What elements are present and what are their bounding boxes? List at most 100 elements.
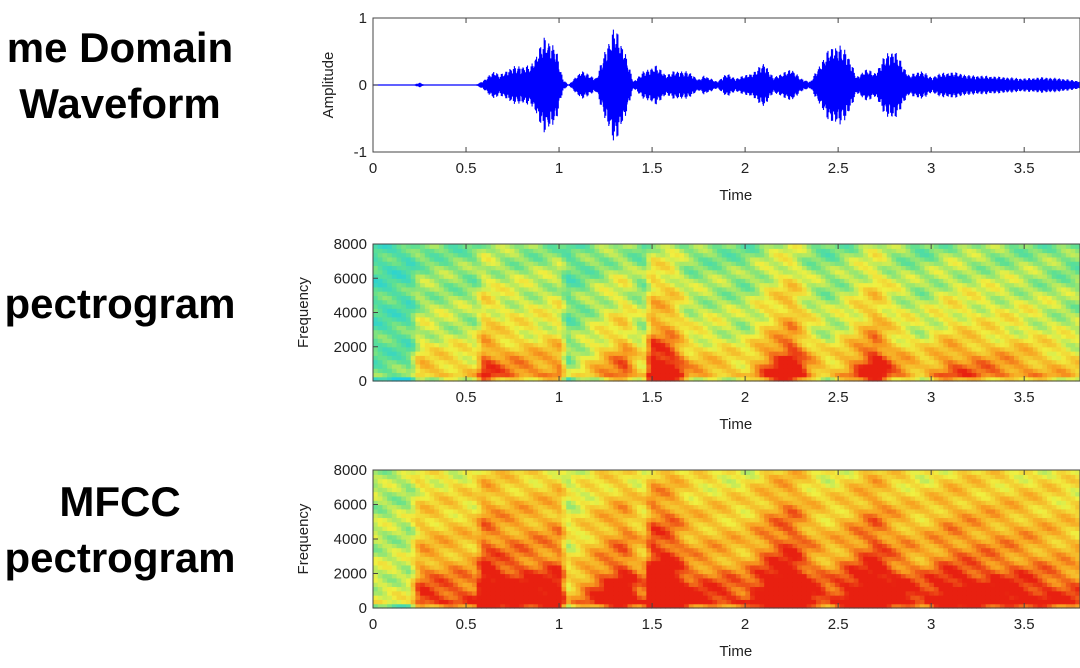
heatmap-cell bbox=[834, 368, 841, 374]
heatmap-cell bbox=[636, 308, 643, 314]
heatmap-cell bbox=[849, 265, 855, 271]
heatmap-cell bbox=[882, 295, 888, 301]
heatmap-cell bbox=[547, 269, 553, 275]
heatmap-cell bbox=[773, 295, 779, 301]
heatmap-cell bbox=[589, 363, 596, 369]
heatmap-cell bbox=[910, 316, 916, 322]
heatmap-cell bbox=[467, 299, 473, 305]
heatmap-cell bbox=[448, 303, 454, 309]
heatmap-cell bbox=[1032, 355, 1039, 361]
heatmap-cell bbox=[792, 278, 798, 284]
heatmap-cell bbox=[594, 329, 600, 335]
heatmap-cell bbox=[377, 376, 384, 382]
heatmap-cell bbox=[948, 368, 954, 374]
heatmap-cell bbox=[745, 355, 751, 361]
heatmap-cell bbox=[712, 278, 718, 284]
heatmap-cell bbox=[839, 363, 845, 369]
heatmap-cell bbox=[943, 299, 949, 305]
heatmap-cell bbox=[1042, 376, 1048, 382]
heatmap-cell bbox=[556, 329, 563, 335]
heatmap-cell bbox=[820, 248, 827, 254]
heatmap-cell bbox=[778, 363, 784, 369]
heatmap-cell bbox=[594, 282, 600, 288]
heatmap-cell bbox=[420, 256, 426, 262]
heatmap-cell bbox=[382, 346, 388, 352]
heatmap-cell bbox=[429, 372, 435, 378]
heatmap-cell bbox=[820, 325, 827, 331]
heatmap-cell bbox=[745, 282, 751, 288]
heatmap-cell bbox=[882, 346, 888, 352]
heatmap-cell bbox=[707, 368, 713, 374]
heatmap-cell bbox=[1065, 359, 1072, 365]
heatmap-cell bbox=[500, 282, 506, 288]
heatmap-cell bbox=[382, 599, 388, 605]
heatmap-cell bbox=[434, 286, 440, 292]
heatmap-cell bbox=[575, 312, 581, 318]
heatmap-cell bbox=[632, 312, 638, 318]
heatmap-cell bbox=[1018, 355, 1025, 361]
heatmap-cell bbox=[1037, 308, 1043, 314]
heatmap-cell bbox=[377, 359, 384, 365]
heatmap-cell bbox=[834, 338, 841, 344]
heatmap-cell bbox=[1028, 252, 1034, 258]
heatmap-cell bbox=[882, 256, 888, 262]
heatmap-cell bbox=[905, 329, 911, 335]
heatmap-cell bbox=[863, 363, 869, 369]
heatmap-cell bbox=[773, 312, 779, 318]
heatmap-cell bbox=[453, 321, 459, 326]
heatmap-cell bbox=[976, 376, 982, 382]
heatmap-cell bbox=[373, 491, 379, 497]
heatmap-cell bbox=[938, 329, 944, 335]
heatmap-cell bbox=[886, 303, 893, 309]
heatmap-cell bbox=[373, 577, 379, 583]
heatmap-cell bbox=[655, 325, 662, 331]
heatmap-cell bbox=[443, 269, 450, 275]
heatmap-cell bbox=[575, 308, 581, 314]
heatmap-cell bbox=[816, 368, 822, 374]
heatmap-cell bbox=[448, 355, 454, 361]
heatmap-cell bbox=[1028, 286, 1034, 292]
heatmap-cell bbox=[995, 252, 1001, 258]
heatmap-cell bbox=[533, 376, 539, 382]
heatmap-cell bbox=[816, 355, 822, 361]
heatmap-cell bbox=[792, 295, 798, 301]
heatmap-cell bbox=[933, 338, 940, 344]
heatmap-cell bbox=[448, 376, 454, 382]
heatmap-cell bbox=[806, 351, 812, 356]
heatmap-cell bbox=[943, 312, 949, 318]
heatmap-cell bbox=[514, 351, 520, 356]
heatmap-cell bbox=[712, 291, 718, 296]
heatmap-cell bbox=[900, 325, 907, 331]
heatmap-cell bbox=[391, 321, 398, 326]
heatmap-cell bbox=[547, 295, 553, 301]
heatmap-cell bbox=[684, 325, 690, 331]
heatmap-cell bbox=[707, 299, 713, 305]
heatmap-cell bbox=[750, 291, 756, 296]
heatmap-cell bbox=[990, 342, 996, 348]
heatmap-cell bbox=[519, 333, 525, 339]
heatmap-cell bbox=[773, 261, 779, 267]
heatmap-cell bbox=[731, 256, 737, 262]
heatmap-cell bbox=[528, 325, 534, 331]
heatmap-cell bbox=[745, 338, 751, 344]
heatmap-cell bbox=[933, 261, 940, 267]
heatmap-cell bbox=[486, 333, 492, 339]
heatmap-cell bbox=[627, 278, 633, 284]
heatmap-cell bbox=[971, 269, 977, 275]
heatmap-cell bbox=[830, 372, 836, 378]
heatmap-cell bbox=[566, 355, 572, 361]
heatmap-cell bbox=[905, 299, 911, 305]
heatmap-cell bbox=[924, 256, 930, 262]
heatmap-cell bbox=[537, 346, 544, 352]
heatmap-cell bbox=[373, 564, 379, 570]
heatmap-cell bbox=[938, 376, 944, 382]
heatmap-cell bbox=[1065, 325, 1072, 331]
heatmap-cell bbox=[415, 248, 421, 254]
heatmap-cell bbox=[618, 346, 624, 352]
heatmap-cell bbox=[783, 329, 789, 335]
heatmap-cell bbox=[806, 329, 812, 335]
heatmap-cell bbox=[896, 286, 902, 292]
heatmap-cell bbox=[533, 256, 539, 262]
heatmap-cell bbox=[778, 372, 784, 378]
heatmap-cell bbox=[702, 261, 709, 267]
